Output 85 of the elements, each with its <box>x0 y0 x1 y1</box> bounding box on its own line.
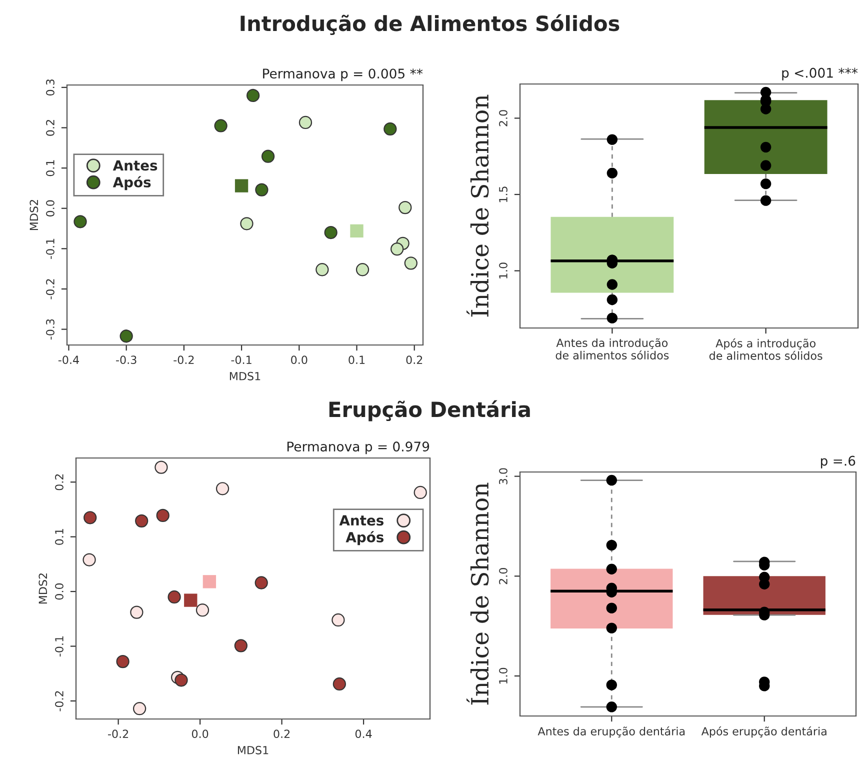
point <box>116 654 130 668</box>
point <box>174 674 188 687</box>
point <box>154 460 168 474</box>
y-tick-label: 0.2 <box>46 120 54 136</box>
x-tick-label: 0.0 <box>291 356 308 364</box>
y-axis-title: Índice de Shannon <box>466 482 489 705</box>
y-tick-label: 0.1 <box>46 160 54 176</box>
chart-subtitle: Permanova p = 0.005 ** <box>263 68 423 82</box>
point <box>390 242 404 256</box>
y-tick-label: 2.0 <box>499 110 508 126</box>
point <box>332 613 345 627</box>
y-tick-label: -0.1 <box>55 636 64 657</box>
point <box>130 606 144 619</box>
y-tick-label: -0.1 <box>46 238 54 259</box>
y-tick-label: 2.0 <box>499 568 508 584</box>
legend-label: Após <box>346 531 384 546</box>
point <box>332 677 346 691</box>
y-axis-title: Índice de Shannon <box>466 94 489 317</box>
x-tick-label: 0.0 <box>192 730 208 738</box>
point <box>120 330 133 343</box>
y-tick-label: -0.2 <box>46 279 54 300</box>
chart-subtitle: p =.6 <box>820 456 856 468</box>
y-tick-label: 0.1 <box>55 528 64 545</box>
x-tick-label: Antes da erupção dentária <box>538 726 685 738</box>
y-tick-label: 0.0 <box>55 583 64 600</box>
y-tick-label: 0.2 <box>55 474 64 490</box>
y-tick-label: 1.0 <box>499 262 508 278</box>
point <box>156 508 170 522</box>
x-tick-label: -0.4 <box>58 356 79 364</box>
point <box>184 594 198 607</box>
y-tick-label: 0.0 <box>46 200 54 216</box>
y-tick-label: 0.3 <box>46 79 54 96</box>
point <box>168 590 181 604</box>
x-tick-label: -0.2 <box>174 356 194 364</box>
point <box>261 150 275 163</box>
y-tick-label: 1.0 <box>499 668 508 684</box>
legend-label: Após <box>112 176 151 190</box>
point <box>356 263 370 276</box>
x-axis-title: MDS1 <box>238 746 268 754</box>
point <box>84 511 97 524</box>
point <box>216 482 230 496</box>
y-axis-title: MDS2 <box>30 200 38 230</box>
point <box>234 639 248 652</box>
point <box>398 200 412 214</box>
x-tick-label: 0.2 <box>274 730 290 738</box>
point <box>246 88 260 102</box>
point <box>135 514 148 528</box>
point <box>324 226 338 240</box>
point <box>414 486 427 500</box>
point <box>384 122 397 136</box>
y-axis-title: MDS2 <box>38 573 48 604</box>
x-tick-label: -0.2 <box>108 730 128 738</box>
point <box>254 576 268 590</box>
chart-title: Introdução de Alimentos Sólidos <box>240 14 620 36</box>
x-tick-label: -0.1 <box>231 356 252 364</box>
y-tick-label: 1.5 <box>499 186 508 202</box>
point <box>316 263 329 276</box>
x-tick-label: Antes da introdução de alimentos sólidos <box>556 338 669 360</box>
legend-label: Antes <box>339 515 384 526</box>
x-tick-label: Após a introdução de alimentos sólidos <box>709 338 822 360</box>
x-axis-title: MDS1 <box>230 372 260 380</box>
x-tick-label: Após erupção dentária <box>701 726 826 738</box>
legend-label: Antes <box>112 160 158 171</box>
point <box>214 119 228 132</box>
x-tick-label: 0.4 <box>355 730 372 738</box>
chart-title: Erupção Dentária <box>329 400 530 422</box>
x-tick-label: -0.3 <box>116 356 136 364</box>
y-tick-label: 3.0 <box>499 468 508 484</box>
chart-subtitle: p <.001 *** <box>782 68 858 80</box>
chart-subtitle: Permanova p = 0.979 <box>287 442 430 454</box>
x-tick-label: 0.1 <box>348 356 365 364</box>
point <box>255 183 268 196</box>
x-tick-label: 0.2 <box>406 356 422 364</box>
point <box>132 702 146 716</box>
point <box>202 575 216 588</box>
point <box>240 217 254 230</box>
point <box>234 179 248 192</box>
point <box>404 256 418 270</box>
point <box>350 224 364 238</box>
point <box>298 116 312 130</box>
y-tick-label: -0.3 <box>46 319 54 340</box>
point <box>74 215 87 228</box>
point <box>196 604 210 617</box>
y-tick-label: -0.2 <box>55 691 64 712</box>
point <box>82 553 96 566</box>
